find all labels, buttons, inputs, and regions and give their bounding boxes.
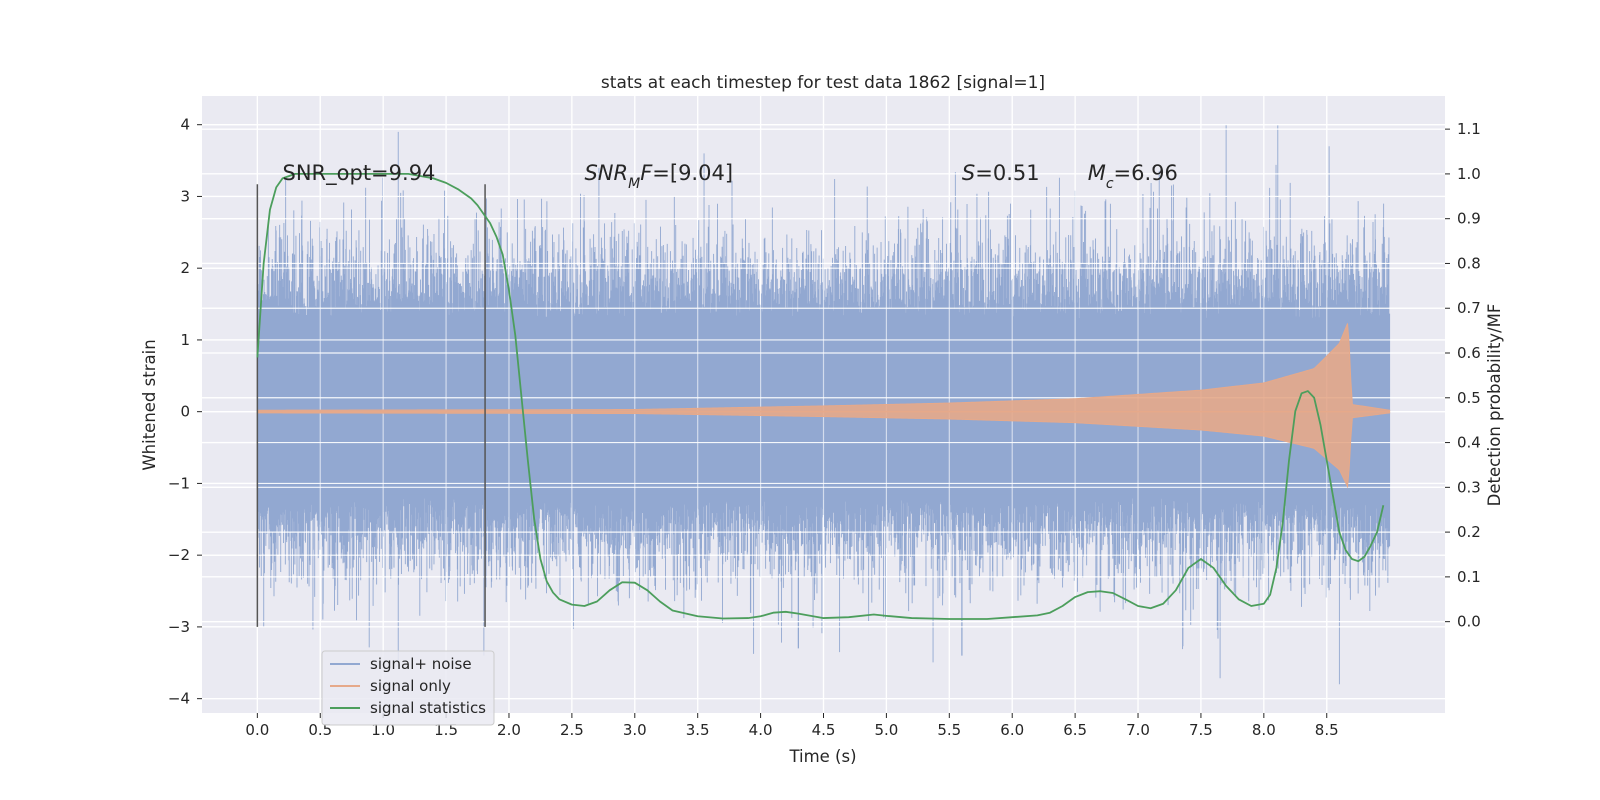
chart-title: stats at each timestep for test data 186… [601,73,1045,93]
y2-tick-label: 0.0 [1457,613,1481,631]
y2-tick-label: 0.3 [1457,478,1481,496]
annotation-s-value: S=0.51 [962,161,1040,185]
x-tick-label: 3.5 [686,721,710,739]
axes: 0.0 0.5 1.0 1.5 2.0 2.5 3.0 3.5 4.0 4.5 5.0 5.5 6.0 6… [168,116,1481,739]
y2-tick-label: 0.8 [1457,254,1481,272]
y2-tick-label: 0.4 [1457,434,1481,452]
annotation-part: M [1088,161,1106,185]
annotation-part: S [962,161,975,185]
y-tick-label: −1 [168,474,190,492]
legend-frame [321,650,495,726]
x-tick-label: 5.5 [937,721,961,739]
y-tick-label: 3 [180,187,190,205]
x-tick-label: 3.0 [623,721,647,739]
x-tick-label: 7.5 [1189,721,1213,739]
x-tick-label: 0.0 [245,721,269,739]
signal-statistics-line [256,173,1385,620]
annotation-snr-mf: SNRMF=[9.04] [584,161,733,192]
y-tick-label: 4 [180,116,190,134]
y2-tick-label: 0.6 [1457,344,1481,362]
annotation-part: =6.96 [1114,161,1178,185]
x-tick-label: 2.0 [497,721,521,739]
y-tick-label: −2 [168,546,190,564]
y2-tick-label: 0.2 [1457,523,1481,541]
x-axis-label: Time (s) [788,747,856,766]
annotation-part: M [628,176,640,192]
y-tick-label: 0 [180,403,190,421]
y-tick-label: −4 [168,690,190,708]
x-tick-label: 6.0 [1000,721,1024,739]
y2-tick-label: 0.1 [1457,568,1481,586]
x-tick-label: 5.0 [874,721,898,739]
y2-axis-label: Detection probability/MF [1485,304,1504,507]
y-tick-label: −3 [168,618,190,636]
y2-tick-label: 1.1 [1457,120,1481,138]
x-tick-label: 6.5 [1063,721,1087,739]
annotation-snr-opt: SNR_opt=9.94 [283,161,436,186]
annotation-part: SNR [584,161,628,185]
annotation-part: F [640,161,653,185]
annotation-part: =0.51 [975,161,1039,185]
x-tick-label: 7.0 [1126,721,1150,739]
y2-tick-label: 0.9 [1457,210,1481,228]
x-tick-label: 8.0 [1252,721,1276,739]
legend-label: signal statistics [370,699,486,717]
annotation-part: c [1106,176,1114,192]
signal-only-trace [256,323,1391,489]
legend-label: signal+ noise [370,655,472,673]
annotation-part: SNR_opt=9.94 [283,161,436,186]
y2-tick-label: 0.5 [1457,389,1481,407]
legend-label: signal only [370,677,451,695]
x-tick-label: 2.5 [560,721,584,739]
annotations: SNR_opt=9.94 SNRMF=[9.04] S=0.51 Mc=6.96 [283,161,1178,192]
y-tick-label: 2 [180,259,190,277]
annotation-mc-value: Mc=6.96 [1088,161,1178,192]
x-tick-label: 8.5 [1315,721,1339,739]
y-tick-label: 1 [180,331,190,349]
legend: signal+ noise signal only signal statistic… [321,650,495,726]
data-layer [202,96,1445,713]
x-tick-label: 4.0 [749,721,773,739]
y2-tick-label: 1.0 [1457,165,1481,183]
y2-tick-label: 0.7 [1457,299,1481,317]
annotation-part: =[9.04] [652,161,733,185]
x-tick-label: 4.5 [812,721,836,739]
y-axis-label: Whitened strain [140,339,159,470]
